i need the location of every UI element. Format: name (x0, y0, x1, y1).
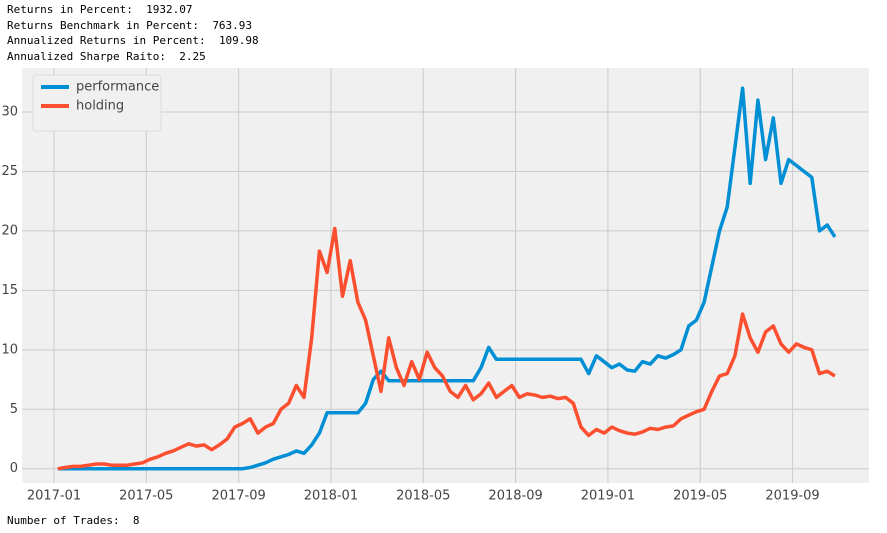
stat-value: 763.93 (212, 18, 253, 32)
y-tick-label: 0 (10, 461, 18, 476)
stat-label: Returns Benchmark in Percent: (7, 18, 200, 32)
legend-label: performance (76, 80, 159, 95)
legend-label: holding (76, 99, 124, 114)
stat-label: Annualized Sharpe Raito: (7, 49, 166, 63)
x-tick-label: 2018-01 (304, 489, 358, 504)
x-tick-label: 2017-01 (27, 489, 81, 504)
stat-line: Returns Benchmark in Percent: 763.93 (7, 18, 252, 33)
stat-line: Annualized Returns in Percent: 109.98 (7, 33, 259, 48)
x-tick-label: 2017-09 (211, 489, 265, 504)
y-tick-label: 5 (10, 402, 18, 417)
y-tick-label: 10 (1, 342, 18, 357)
footer-label: Number of Trades: (7, 514, 120, 527)
x-tick-label: 2018-09 (488, 489, 542, 504)
stat-label: Returns in Percent: (7, 3, 133, 16)
y-tick-label: 15 (1, 283, 18, 298)
x-tick-label: 2017-05 (119, 489, 173, 504)
stat-value: 1932.07 (146, 3, 193, 16)
x-tick-label: 2019-05 (673, 489, 727, 504)
y-tick-label: 20 (1, 223, 18, 238)
x-tick-label: 2019-09 (765, 489, 819, 504)
x-tick-label: 2019-01 (581, 489, 635, 504)
plot-background (22, 68, 869, 483)
stat-label: Annualized Returns in Percent: (7, 34, 206, 47)
y-tick-label: 25 (1, 164, 18, 179)
stat-value: 109.98 (218, 34, 259, 47)
stat-line: Returns in Percent: 1932.07 (7, 2, 192, 17)
x-tick-label: 2018-05 (396, 489, 450, 504)
footer-value: 8 (132, 514, 140, 527)
series-line (57, 226, 836, 471)
footer: Number of Trades: 8 (7, 513, 139, 528)
stat-line: Annualized Sharpe Raito: 2.25 (7, 49, 206, 64)
stat-value: 2.25 (179, 49, 206, 63)
y-tick-label: 30 (1, 104, 18, 119)
